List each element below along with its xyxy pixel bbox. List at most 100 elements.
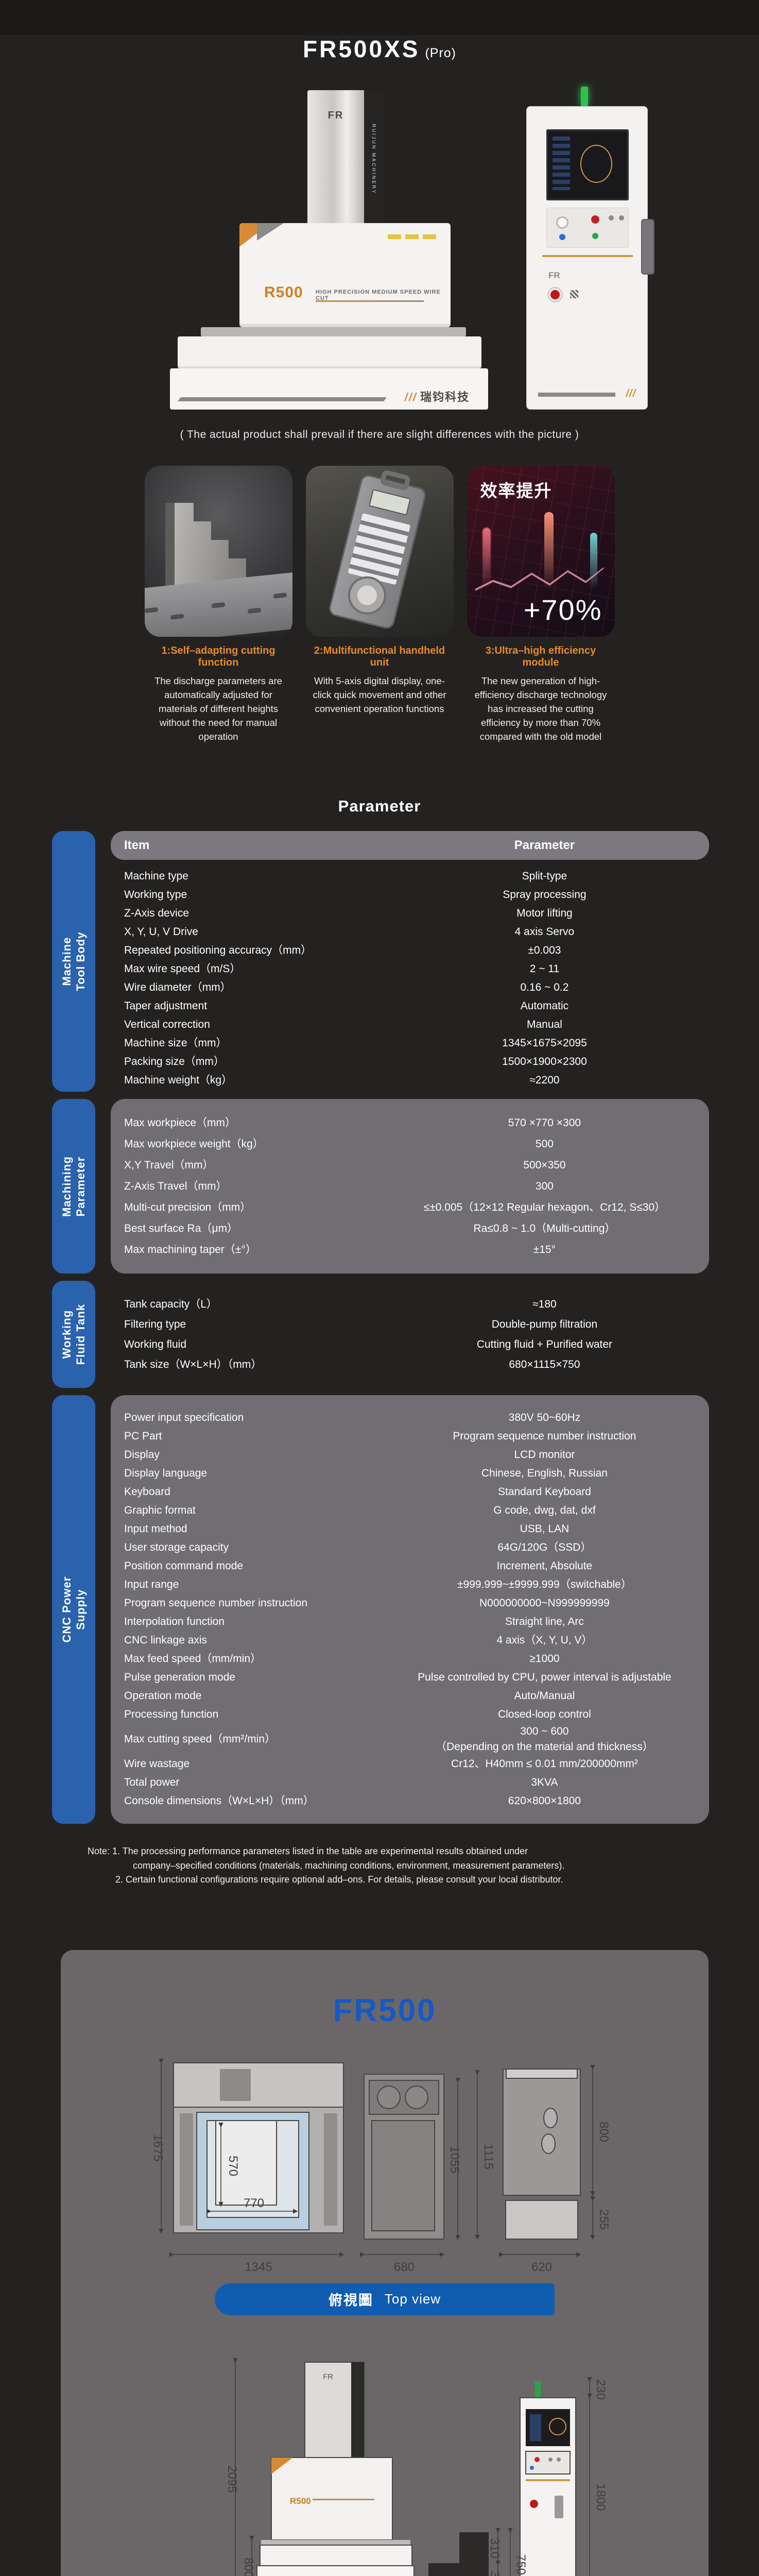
dim-front-tank-seg1: 310 — [488, 2537, 502, 2558]
row-item-label: Interpolation function — [124, 1616, 225, 1628]
row-item-label: Position command mode — [124, 1560, 244, 1572]
table-row: Best surface Ra（μm） Ra≤0.8 ~ 1.0（Multi-c… — [111, 1218, 709, 1239]
row-item-label: Machine type — [124, 870, 188, 882]
feature-image-efficiency: 效率提升 +70% — [467, 466, 615, 637]
controller-button-panel — [546, 208, 629, 248]
product-model-title: FR500XS — [303, 36, 420, 62]
product-hero-image: FR RUIJUN MACHINERY R500 HIGH PRECISION … — [0, 77, 759, 412]
table-row: Taper adjustment Automatic — [111, 997, 709, 1015]
row-parameter-value: ±15° — [533, 1243, 556, 1256]
dim-top-tank-depth1: 1055 — [447, 2146, 461, 2173]
table-row: Max feed speed（mm/min） ≥1000 — [111, 1650, 709, 1668]
table-row: Multi-cut precision（mm） ≤±0.005（12×12 Re… — [111, 1197, 709, 1218]
column-header-item: Item — [124, 838, 150, 852]
row-item-label: Multi-cut precision（mm） — [124, 1201, 251, 1213]
cabinet-logo-slashes: /// — [626, 388, 636, 399]
row-parameter-value: 380V 50~60Hz — [508, 1412, 581, 1423]
panel-dial — [556, 216, 568, 229]
row-parameter-value: 300 ~ 600 （Depending on the material and… — [436, 1725, 653, 1753]
column-header-parameter: Parameter — [514, 838, 575, 852]
row-item-label: PC Part — [124, 1430, 162, 1442]
machine-base-upper — [178, 336, 481, 368]
dimension-drawings-panel: FR500 570 770 1675 1345 1055 11 — [61, 1950, 709, 2576]
row-parameter-value: LCD monitor — [514, 1449, 575, 1461]
table-row: Input method USB, LAN — [111, 1520, 709, 1538]
feature-card-handheld-unit: 2:Multifunctional handheld unit With 5-a… — [305, 466, 454, 743]
table-row: Operation mode Auto/Manual — [111, 1687, 709, 1705]
efficiency-overlay-value: +70% — [523, 594, 602, 626]
feature-card-efficiency-module: 效率提升 +70% 3:Ultra–high efficiency module… — [467, 466, 615, 743]
warning-labels — [388, 234, 436, 239]
row-parameter-value: Straight line, Arc — [505, 1616, 584, 1628]
row-item-label: Tank size（W×L×H）（mm） — [124, 1358, 262, 1370]
brand-logo-text: 瑞钧科技 — [420, 391, 470, 403]
efficiency-overlay-title: 效率提升 — [480, 481, 553, 500]
row-item-label: Console dimensions（W×L×H）（mm） — [124, 1795, 314, 1807]
row-item-label: Machine weight（kg） — [124, 1074, 233, 1086]
glow-bar — [590, 533, 597, 589]
row-parameter-value: Manual — [526, 1019, 562, 1030]
row-item-label: Total power — [124, 1776, 180, 1788]
row-item-label: Input method — [124, 1523, 187, 1535]
feature-title: 2:Multifunctional handheld unit — [314, 645, 445, 668]
table-row: Filtering type Double-pump filtration — [111, 1314, 709, 1334]
dim-top-tank-depth2: 1115 — [481, 2144, 495, 2170]
dim-front-tank-seg2: 310 — [488, 2570, 502, 2576]
tagline-underline — [316, 300, 424, 302]
dim-front-base-height: 800 — [242, 2557, 255, 2576]
drawings-model-title: FR500 — [333, 1992, 437, 2028]
row-item-label: Max wire speed（m/S） — [124, 963, 241, 975]
feature-image-pendant — [305, 466, 454, 637]
screen-data-column — [553, 137, 570, 190]
machine-column-logo: FR — [327, 110, 344, 121]
row-parameter-value: 680×1115×750 — [509, 1358, 580, 1370]
section-tab-label: Machining Parameter — [60, 1156, 87, 1217]
row-parameter-value: Increment, Absolute — [496, 1560, 593, 1572]
row-item-label: Max machining taper（±°） — [124, 1243, 256, 1256]
dim-top-console-width: 620 — [531, 2260, 552, 2274]
row-item-label: Wire diameter（mm） — [124, 981, 231, 993]
row-item-label: Graphic format — [124, 1504, 196, 1516]
row-parameter-value: ≤±0.005（12×12 Regular hexagon、Cr12, S≤30… — [423, 1201, 666, 1213]
dim-top-tank-width: 680 — [394, 2260, 415, 2274]
parameter-section-heading: Parameter — [338, 797, 421, 815]
row-parameter-value: G code, dwg, dat, dxf — [493, 1504, 596, 1516]
controller-screen — [546, 129, 629, 200]
row-parameter-value: USB, LAN — [520, 1523, 570, 1535]
cabinet-amber-trim — [542, 255, 633, 257]
emergency-stop-button — [548, 288, 562, 301]
row-parameter-value: 1500×1900×2300 — [502, 1056, 587, 1067]
feature-title: 3:Ultra–high efficiency module — [485, 645, 596, 668]
row-parameter-value: 64G/120G（SSD） — [497, 1541, 592, 1553]
page-title: FR500XS (Pro) — [0, 35, 759, 63]
row-item-label: Max feed speed（mm/min） — [124, 1653, 262, 1665]
table-row: Position command mode Increment, Absolut… — [111, 1557, 709, 1575]
table-row: Machine weight（kg） ≈2200 — [111, 1071, 709, 1090]
row-item-label: Wire wastage — [124, 1758, 190, 1770]
table-row: Max workpiece（mm） 570 ×770 ×300 — [111, 1112, 709, 1133]
row-parameter-value: Auto/Manual — [514, 1690, 575, 1702]
picture-disclaimer: ( The actual product shall prevail if th… — [180, 429, 579, 440]
table-row: Vertical correction Manual — [111, 1015, 709, 1034]
top-view-banner: 俯視圖 Top view — [215, 2283, 555, 2315]
dim-front-total-height: 2095 — [225, 2465, 239, 2493]
panel-red-button — [591, 215, 599, 224]
row-parameter-value: Motor lifting — [516, 907, 573, 919]
machine-table-slab — [201, 327, 466, 336]
section-tab-machine-tool-body: Machine Tool Body — [52, 831, 95, 1092]
row-parameter-value: Program sequence number instruction — [453, 1430, 636, 1442]
table-row: Tank size（W×L×H）（mm） 680×1115×750 — [111, 1354, 709, 1375]
row-parameter-value: Ra≤0.8 ~ 1.0（Multi-cutting） — [473, 1222, 616, 1234]
table-row: Z-Axis device Motor lifting — [111, 904, 709, 923]
row-item-label: User storage capacity — [124, 1541, 229, 1553]
table-row: Input range ±999.999~±9999.999（switchabl… — [111, 1575, 709, 1594]
pendant-device — [327, 469, 427, 631]
controller-cabinet: FR /// — [526, 106, 654, 410]
table-row: Max machining taper（±°） ±15° — [111, 1239, 709, 1260]
row-item-label: Processing function — [124, 1708, 219, 1720]
pendant-keypad — [347, 513, 410, 585]
panel-switch-a — [609, 215, 614, 221]
section-tab-machining-parameter: Machining Parameter — [52, 1099, 95, 1274]
row-item-label: Max cutting speed（mm²/min） — [124, 1733, 276, 1745]
section-machine-tool-body: Item Parameter Machine type Split-type W… — [111, 831, 709, 1092]
